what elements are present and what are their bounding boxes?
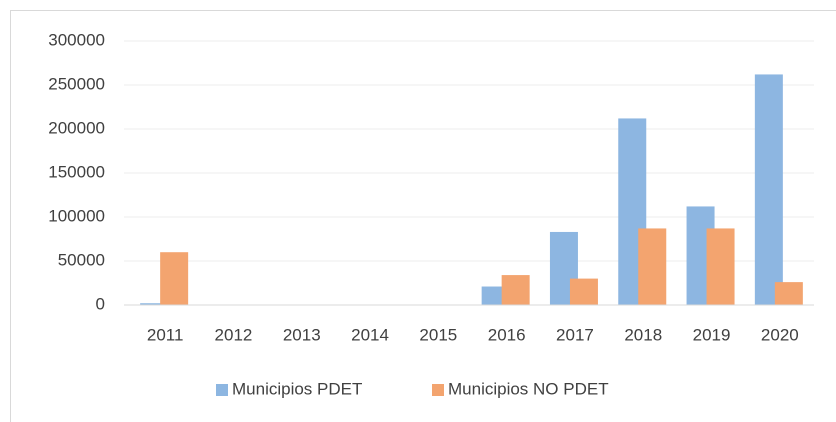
bar — [706, 228, 735, 305]
x-tick-label: 2013 — [283, 325, 321, 344]
x-tick-label: 2015 — [419, 325, 457, 344]
x-tick-label: 2017 — [556, 325, 594, 344]
bar — [569, 278, 598, 305]
bar — [638, 228, 667, 305]
y-tick-label: 300000 — [48, 30, 105, 49]
bar — [140, 303, 169, 305]
bar — [754, 74, 783, 305]
chart-frame — [10, 10, 836, 422]
x-tick-label: 2014 — [351, 325, 389, 344]
y-tick-label: 50000 — [58, 250, 105, 269]
x-tick-label: 2012 — [215, 325, 253, 344]
x-tick-label: 2020 — [761, 325, 799, 344]
bar — [774, 282, 803, 305]
legend-swatch — [216, 384, 228, 396]
x-tick-label: 2011 — [147, 325, 184, 344]
legend-label: Municipios PDET — [232, 379, 362, 398]
y-tick-label: 150000 — [48, 162, 105, 181]
y-tick-label: 100000 — [48, 206, 105, 225]
x-tick-label: 2019 — [693, 325, 731, 344]
y-tick-label: 0 — [96, 294, 105, 313]
bar — [160, 252, 189, 305]
legend-swatch — [432, 384, 444, 396]
legend-label: Municipios NO PDET — [448, 379, 609, 398]
bar — [501, 275, 530, 305]
y-tick-label: 200000 — [48, 118, 105, 137]
x-tick-label: 2018 — [624, 325, 662, 344]
x-tick-label: 2016 — [488, 325, 526, 344]
y-tick-label: 250000 — [48, 74, 105, 93]
